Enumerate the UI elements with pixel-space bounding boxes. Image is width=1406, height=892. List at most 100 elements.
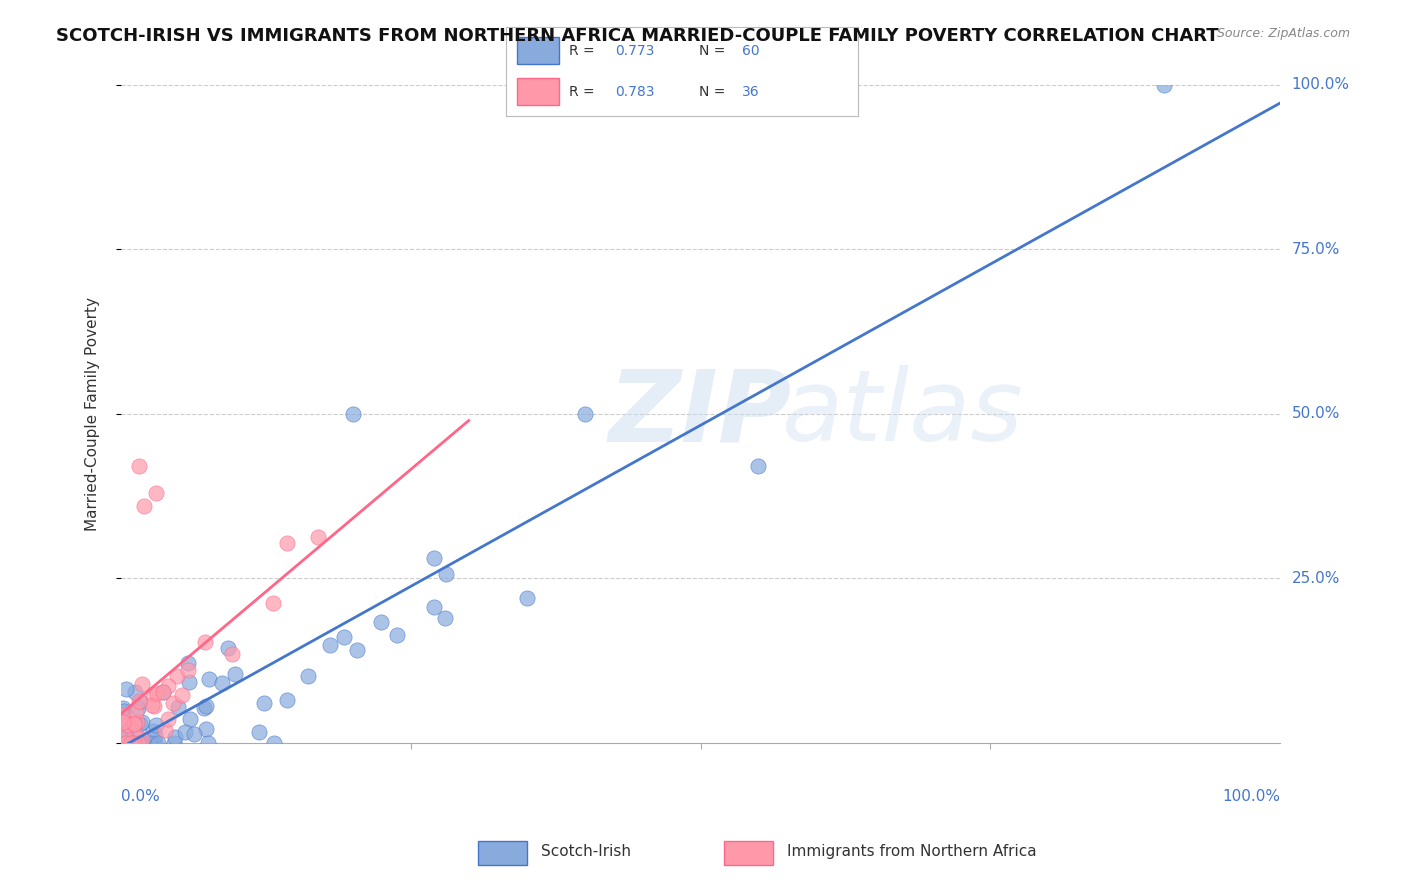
Text: 0.0%: 0.0%: [121, 789, 160, 804]
Text: R =: R =: [569, 85, 599, 99]
Point: [112, 701, 135, 715]
Point: [125, 705, 148, 719]
Point: [122, 735, 145, 749]
Point: [166, 669, 188, 683]
Point: [1153, 78, 1175, 92]
Point: [142, 724, 165, 739]
Point: [117, 730, 139, 744]
Point: [127, 701, 149, 715]
Point: [176, 663, 198, 677]
Point: [131, 732, 153, 747]
Point: [177, 657, 200, 671]
Point: [516, 591, 538, 605]
Point: [131, 714, 153, 729]
Point: [385, 628, 408, 642]
Text: N =: N =: [700, 44, 730, 58]
Text: 100.0%: 100.0%: [1222, 789, 1279, 804]
Point: [145, 485, 167, 500]
Point: [195, 722, 218, 736]
Point: [307, 530, 329, 544]
Text: 60: 60: [742, 44, 759, 58]
Point: [132, 735, 155, 749]
FancyBboxPatch shape: [517, 37, 560, 64]
Text: R =: R =: [569, 44, 599, 58]
Point: [194, 699, 217, 714]
Point: [173, 725, 195, 739]
Point: [342, 407, 364, 421]
Text: Source: ZipAtlas.com: Source: ZipAtlas.com: [1216, 27, 1350, 40]
Text: 25.0%: 25.0%: [1292, 571, 1340, 586]
Point: [146, 735, 169, 749]
Point: [143, 728, 166, 742]
Point: [114, 735, 136, 749]
Point: [276, 536, 298, 550]
Point: [128, 694, 150, 708]
Y-axis label: Married-Couple Family Poverty: Married-Couple Family Poverty: [86, 297, 100, 531]
Point: [253, 696, 276, 710]
Point: [122, 735, 145, 749]
Point: [142, 735, 165, 749]
Point: [128, 459, 150, 474]
Point: [128, 716, 150, 731]
Point: [197, 735, 219, 749]
Point: [162, 696, 184, 710]
Point: [152, 684, 174, 698]
Text: 36: 36: [742, 85, 759, 99]
Text: 0.773: 0.773: [616, 44, 655, 58]
Text: Scotch-Irish: Scotch-Irish: [541, 845, 631, 859]
Point: [574, 407, 596, 421]
Text: 50.0%: 50.0%: [1292, 406, 1340, 421]
Point: [145, 717, 167, 731]
Point: [125, 715, 148, 730]
Text: N =: N =: [700, 85, 730, 99]
Point: [170, 688, 193, 702]
Point: [122, 717, 145, 731]
Point: [112, 704, 135, 718]
Text: ZIP: ZIP: [609, 365, 792, 462]
Point: [166, 699, 188, 714]
Text: 100.0%: 100.0%: [1292, 78, 1350, 93]
Point: [142, 698, 165, 713]
Point: [134, 499, 156, 513]
Point: [152, 685, 174, 699]
Point: [118, 735, 141, 749]
Point: [162, 735, 184, 749]
Point: [120, 720, 142, 734]
Point: [120, 735, 142, 749]
Text: atlas: atlas: [782, 365, 1024, 462]
Point: [249, 724, 271, 739]
Point: [297, 669, 319, 683]
Point: [143, 735, 166, 749]
Point: [224, 666, 246, 681]
Point: [115, 723, 138, 737]
Point: [198, 672, 221, 686]
Point: [434, 566, 457, 581]
Text: 75.0%: 75.0%: [1292, 242, 1340, 257]
Point: [131, 735, 153, 749]
Point: [211, 675, 233, 690]
Text: Immigrants from Northern Africa: Immigrants from Northern Africa: [787, 845, 1038, 859]
Point: [122, 715, 145, 730]
Point: [145, 686, 167, 700]
Point: [141, 698, 163, 712]
Point: [129, 735, 152, 749]
Point: [319, 638, 342, 652]
Point: [114, 735, 136, 749]
Point: [193, 701, 215, 715]
Point: [114, 682, 136, 697]
Point: [217, 641, 239, 656]
Point: [262, 596, 284, 610]
Point: [423, 551, 446, 566]
Point: [117, 718, 139, 732]
Point: [221, 647, 243, 661]
FancyBboxPatch shape: [478, 840, 527, 865]
Point: [194, 634, 217, 648]
Point: [138, 735, 160, 749]
Point: [183, 727, 205, 741]
Point: [276, 692, 298, 706]
FancyBboxPatch shape: [517, 78, 560, 105]
Point: [153, 723, 176, 737]
Point: [422, 599, 444, 614]
Point: [332, 630, 354, 644]
Point: [142, 687, 165, 701]
